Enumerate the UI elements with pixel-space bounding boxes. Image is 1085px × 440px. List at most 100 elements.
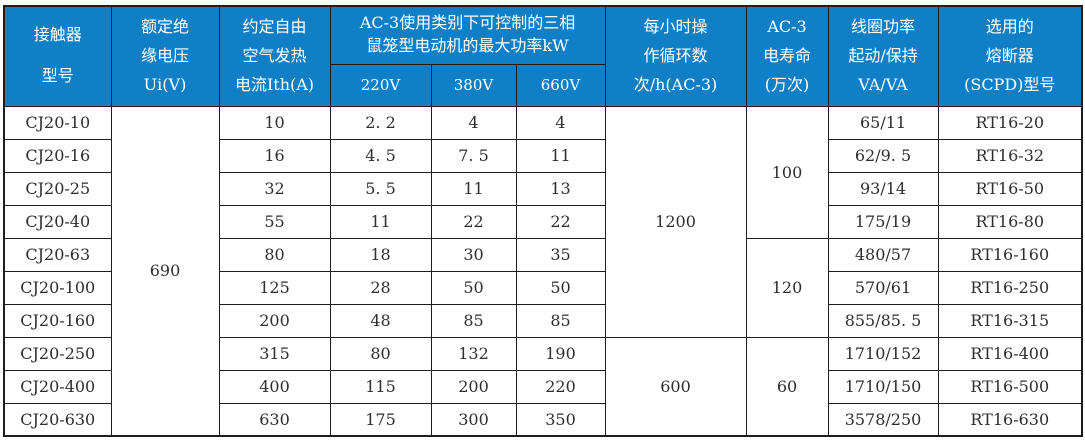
header-line: 型号 <box>41 66 74 86</box>
table-row: CJ20-100 125 28 50 50 570/61 RT16-250 <box>3 270 1083 305</box>
table-header: 接触器 型号 额定绝 缘电压 Ui(V) 约定自由 空气发热 电流Ith(A) <box>3 5 1083 107</box>
cell-ith: 400 <box>218 369 331 404</box>
cell-ith: 630 <box>218 402 331 437</box>
cell-fuse: RT16-160 <box>937 237 1083 272</box>
table-row: CJ20-25 32 5. 5 11 13 93/14 RT16-50 <box>3 171 1083 206</box>
cell-kw660: 4 <box>515 105 606 140</box>
cell-kw380: 50 <box>430 270 517 305</box>
cell-ith: 10 <box>218 105 331 140</box>
cell-coil: 1710/152 <box>827 336 939 371</box>
cell-fuse: RT16-32 <box>937 138 1083 173</box>
header-thermal-current: 约定自由 空气发热 电流Ith(A) <box>218 5 331 107</box>
cell-insulation-voltage: 690 <box>110 105 220 437</box>
cell-kw220: 28 <box>329 270 432 305</box>
cell-kw220: 175 <box>329 402 432 437</box>
cell-kw660: 50 <box>515 270 606 305</box>
cell-ith: 80 <box>218 237 331 272</box>
cell-fuse: RT16-630 <box>937 402 1083 437</box>
cell-kw380: 30 <box>430 237 517 272</box>
cell-coil: 855/85. 5 <box>827 303 939 338</box>
cell-model: CJ20-63 <box>3 237 112 272</box>
cell-kw660: 22 <box>515 204 606 239</box>
header-line: 作循环数 <box>643 45 708 65</box>
cell-model: CJ20-100 <box>3 270 112 305</box>
contactor-selection-table: 接触器 型号 额定绝 缘电压 Ui(V) 约定自由 空气发热 电流Ith(A) <box>3 5 1084 437</box>
cell-cycles: 1200 <box>604 105 747 338</box>
cell-kw380: 300 <box>430 402 517 437</box>
cell-life: 120 <box>745 237 829 338</box>
cell-fuse: RT16-400 <box>937 336 1083 371</box>
header-line: 缘电压 <box>140 45 189 65</box>
cell-kw660: 11 <box>515 138 606 173</box>
table-row: CJ20-10 690 10 2. 2 4 4 1200 100 65/11 R… <box>3 105 1083 437</box>
cell-ith: 16 <box>218 138 331 173</box>
cell-kw220: 18 <box>329 237 432 272</box>
cell-coil: 570/61 <box>827 270 939 305</box>
cell-fuse: RT16-500 <box>937 369 1083 404</box>
header-line: 电寿命 <box>763 45 812 65</box>
header-line: AC-3使用类别下可控制的三相 <box>359 13 576 33</box>
cell-kw660: 35 <box>515 237 606 272</box>
header-fuse-type: 选用的 熔断器 (SCPD)型号 <box>937 5 1083 107</box>
header-line: 熔断器 <box>985 45 1034 65</box>
cell-coil: 3578/250 <box>827 402 939 437</box>
cell-model: CJ20-10 <box>3 105 112 140</box>
cell-model: CJ20-160 <box>3 303 112 338</box>
header-sub-660v: 660V <box>515 63 606 107</box>
header-line: 次/h(AC-3) <box>633 74 718 94</box>
cell-ith: 315 <box>218 336 331 371</box>
header-line: 额定绝 <box>140 17 189 37</box>
header-line: Ui(V) <box>143 74 187 94</box>
cell-kw660: 13 <box>515 171 606 206</box>
cell-kw380: 85 <box>430 303 517 338</box>
cell-coil: 62/9. 5 <box>827 138 939 173</box>
header-electrical-life: AC-3 电寿命 (万次) <box>745 5 829 107</box>
cell-model: CJ20-16 <box>3 138 112 173</box>
header-line: (SCPD)型号 <box>964 74 1056 94</box>
header-max-power-group: AC-3使用类别下可控制的三相 鼠笼型电动机的最大功率kW <box>329 5 606 65</box>
cell-kw220: 115 <box>329 369 432 404</box>
cell-life: 60 <box>745 336 829 437</box>
header-line: 约定自由 <box>242 17 307 37</box>
cell-coil: 1710/150 <box>827 369 939 404</box>
header-line: 鼠笼型电动机的最大功率kW <box>366 36 569 56</box>
cell-cycles: 600 <box>604 336 747 437</box>
cell-kw380: 11 <box>430 171 517 206</box>
cell-kw220: 48 <box>329 303 432 338</box>
table-body: CJ20-10 690 10 2. 2 4 4 1200 100 65/11 R… <box>3 105 1083 437</box>
cell-fuse: RT16-20 <box>937 105 1083 140</box>
cell-fuse: RT16-80 <box>937 204 1083 239</box>
table-row: CJ20-250 315 80 132 190 600 60 1710/152 … <box>3 336 1083 437</box>
cell-model: CJ20-250 <box>3 336 112 371</box>
header-line: (万次) <box>764 74 810 94</box>
cell-fuse: RT16-250 <box>937 270 1083 305</box>
cell-coil: 93/14 <box>827 171 939 206</box>
header-contactor-model: 接触器 型号 <box>3 5 112 107</box>
cell-coil: 65/11 <box>827 105 939 140</box>
table-row: CJ20-630 630 175 300 350 3578/250 RT16-6… <box>3 402 1083 437</box>
cell-life: 100 <box>745 105 829 239</box>
cell-kw380: 7. 5 <box>430 138 517 173</box>
cell-model: CJ20-40 <box>3 204 112 239</box>
header-line: 接触器 <box>33 25 82 45</box>
header-line: 每小时操 <box>643 17 708 37</box>
table-row: CJ20-40 55 11 22 22 175/19 RT16-80 <box>3 204 1083 239</box>
cell-kw660: 190 <box>515 336 606 371</box>
cell-ith: 55 <box>218 204 331 239</box>
header-sub-380v: 380V <box>430 63 517 107</box>
header-coil-power: 线圈功率 起动/保持 VA/VA <box>827 5 939 107</box>
cell-kw380: 132 <box>430 336 517 371</box>
cell-kw660: 85 <box>515 303 606 338</box>
header-line: 空气发热 <box>242 45 307 65</box>
cell-kw380: 4 <box>430 105 517 140</box>
cell-kw220: 2. 2 <box>329 105 432 140</box>
header-line: 电流Ith(A) <box>234 74 315 94</box>
header-line: 选用的 <box>985 17 1034 37</box>
cell-model: CJ20-400 <box>3 369 112 404</box>
cell-ith: 125 <box>218 270 331 305</box>
header-line: 线圈功率 <box>851 17 916 37</box>
cell-kw220: 4. 5 <box>329 138 432 173</box>
header-line: 起动/保持 <box>848 45 918 65</box>
table-row: CJ20-63 80 18 30 35 120 480/57 RT16-160 <box>3 237 1083 338</box>
cell-kw380: 22 <box>430 204 517 239</box>
